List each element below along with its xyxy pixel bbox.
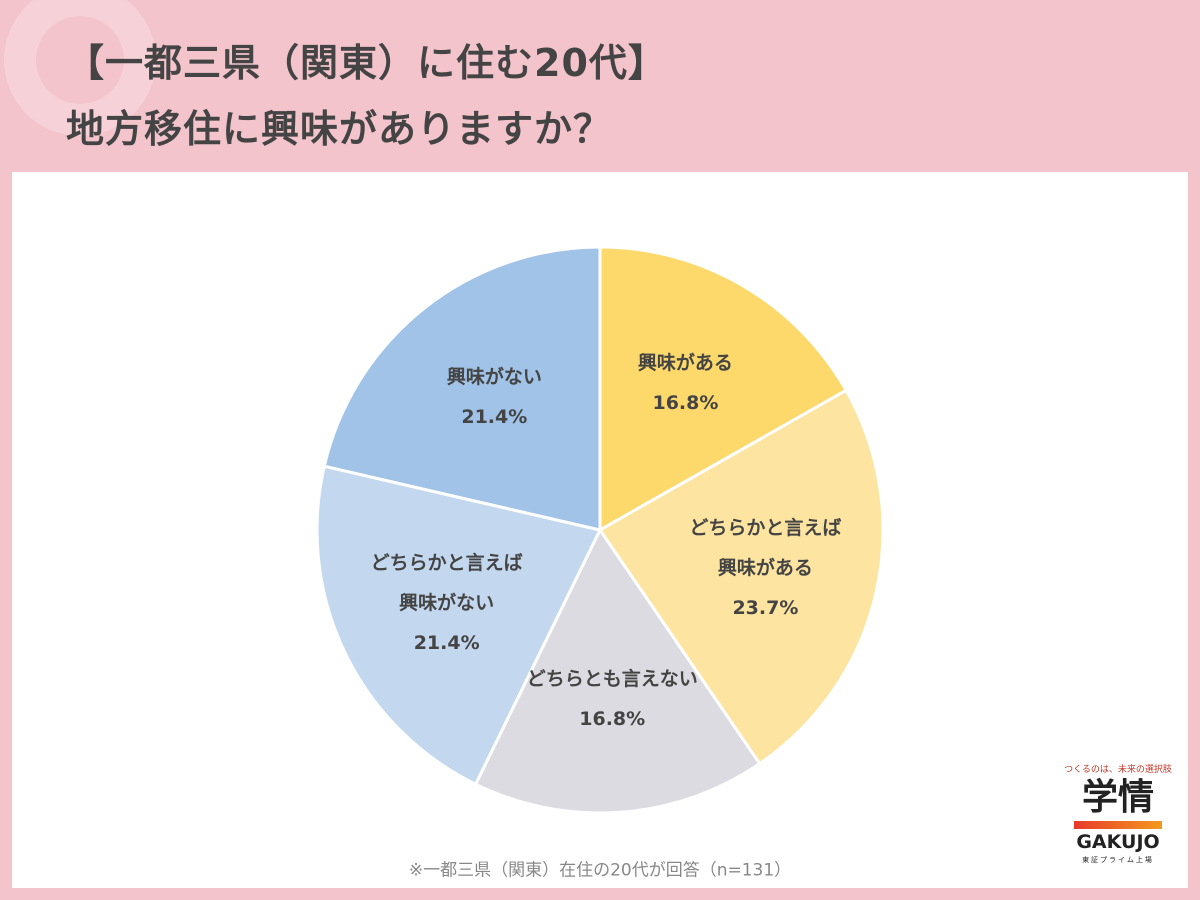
logo-tagline: つくるのは、未来の選択肢 — [1064, 765, 1172, 775]
value-label: 16.8% — [579, 708, 646, 731]
slice-label: どちらとも言えない 16.8% — [527, 659, 698, 739]
logo: つくるのは、未来の選択肢 学情 GAKUJO 東証プライム上場 — [1060, 762, 1176, 865]
logo-bar — [1074, 821, 1162, 829]
pie-slice — [597, 388, 885, 766]
logo-name: 学情 — [1081, 777, 1154, 818]
slice-label: どちらかと言えば 興味がある 23.7% — [689, 508, 841, 628]
slice-label: 興味がある 16.8% — [638, 343, 733, 423]
pie-slice — [322, 245, 602, 532]
pie-slice — [315, 464, 603, 787]
chart-title: 【一都三県（関東）に住む20代】 地方移住に興味がありますか？ — [66, 41, 667, 151]
footnote: ※一都三県（関東）在住の20代が回答（n=131） — [408, 860, 792, 881]
slice-label: 興味がない 21.4% — [447, 357, 542, 437]
deco-q — [4, 0, 156, 136]
slice-label: どちらかと言えば 興味がない 21.4% — [371, 543, 523, 663]
value-label: 16.8% — [652, 392, 719, 415]
category-label: どちらかと言えば 興味がある — [689, 517, 842, 580]
logo-roman: GAKUJO — [1076, 831, 1160, 853]
value-label: 21.4% — [413, 631, 480, 654]
category-label: どちらかと言えば 興味がない — [370, 551, 523, 614]
pie-slice — [473, 527, 762, 815]
logo-listing: 東証プライム上場 — [1082, 856, 1154, 864]
category-label: 興味がある — [637, 352, 733, 375]
pie-slice — [598, 245, 849, 533]
value-label: 23.7% — [732, 597, 799, 620]
category-label: 興味がない — [446, 366, 542, 389]
value-label: 21.4% — [461, 406, 528, 429]
category-label: どちらとも言えない — [526, 668, 698, 691]
